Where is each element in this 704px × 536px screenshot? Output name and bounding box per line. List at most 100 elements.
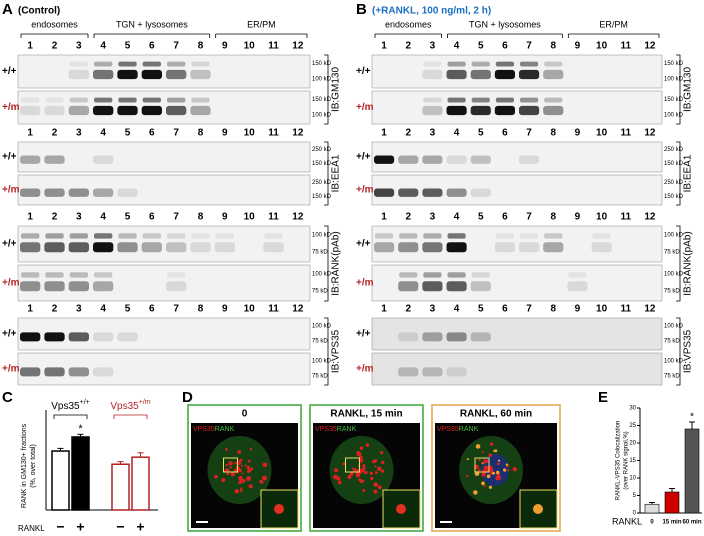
lane-number: 11: [620, 212, 631, 223]
puncta: [488, 485, 493, 489]
lane-number: 4: [100, 41, 106, 52]
lane-number: 1: [381, 128, 387, 139]
lane-number: 7: [173, 212, 179, 223]
marker-label: 150 kD: [312, 97, 332, 103]
puncta: [466, 458, 469, 461]
puncta: [226, 472, 230, 476]
lane-number: 7: [526, 304, 532, 315]
stain-rank: RANK: [459, 426, 479, 433]
genotype-label: +/m: [356, 278, 374, 289]
puncta: [250, 467, 254, 471]
puncta: [481, 450, 484, 454]
marker-label: 75 kD: [312, 288, 328, 294]
blot-band: [166, 105, 187, 116]
annotation: *: [690, 412, 694, 423]
puncta: [502, 468, 507, 472]
puncta: [484, 459, 489, 464]
lane-number: 1: [381, 41, 387, 52]
puncta: [359, 446, 364, 450]
blot-band: [446, 367, 467, 377]
blot-band: [69, 61, 88, 67]
puncta: [497, 459, 501, 462]
blot-band: [166, 242, 187, 253]
blot-strip: [17, 54, 311, 89]
blot-band: [520, 233, 539, 239]
lane-number: 1: [381, 212, 387, 223]
puncta: [496, 474, 500, 478]
blot-band: [399, 272, 418, 278]
puncta: [225, 448, 228, 451]
blot-band: [93, 155, 114, 164]
lane-number: 8: [550, 41, 556, 52]
blot-strip: [371, 264, 663, 302]
blot-band: [167, 233, 186, 239]
panel-title: (Control): [18, 6, 60, 17]
blot-band: [20, 242, 41, 253]
marker-label: 150 kD: [664, 97, 684, 103]
roi-box: [345, 457, 360, 473]
lane-number: 12: [292, 212, 304, 223]
marker-label: 100 kD: [664, 359, 684, 365]
lane-number: 9: [575, 212, 581, 223]
lane-number: 7: [526, 212, 532, 223]
blot-strip: [371, 317, 663, 351]
fraction-group: ER/PM: [247, 19, 276, 29]
genotype-label: +/+: [356, 239, 371, 250]
bar: [131, 456, 150, 511]
blot-strip: [371, 225, 663, 263]
fraction-group: endosomes: [385, 19, 432, 29]
puncta: [244, 464, 247, 467]
lane-number: 4: [454, 41, 460, 52]
lane-number: 1: [27, 128, 33, 139]
blot-band: [93, 281, 114, 292]
blot-band: [69, 233, 88, 239]
blot-band: [398, 188, 419, 197]
blot-band: [44, 367, 65, 377]
marker-label: 75 kD: [312, 374, 328, 380]
blot-band: [592, 233, 611, 239]
antibody-label: IB:EEA1: [683, 154, 694, 192]
lane-number: 6: [502, 212, 508, 223]
antibody-bracket: [324, 54, 329, 125]
lane-number: 2: [405, 128, 411, 139]
puncta: [495, 475, 501, 481]
lane-number: 11: [620, 128, 631, 139]
blot-band: [568, 272, 587, 278]
blot-band: [44, 281, 65, 292]
y-tick-label: 15: [629, 458, 636, 464]
blot-band: [520, 61, 539, 67]
blot-band: [494, 105, 515, 116]
lane-number: 12: [644, 212, 656, 223]
blot-band: [422, 69, 443, 80]
puncta: [377, 485, 382, 490]
marker-label: 100 kD: [312, 76, 332, 82]
blot-band: [495, 97, 514, 103]
panel-letter: C: [2, 389, 13, 406]
lane-number: 2: [52, 41, 58, 52]
marker-label: 100 kD: [664, 76, 684, 82]
lane-number: 1: [27, 41, 33, 52]
puncta: [466, 474, 469, 478]
genotype-label: +/m: [356, 102, 374, 113]
puncta: [247, 459, 251, 463]
puncta: [228, 461, 233, 466]
puncta: [262, 462, 268, 468]
blot-band: [68, 281, 89, 292]
blot-band: [446, 242, 467, 253]
blot-band: [20, 188, 41, 197]
lane-number: 2: [52, 304, 58, 315]
blot-band: [117, 332, 138, 342]
lane-number: 5: [125, 41, 131, 52]
y-tick-label: 25: [629, 423, 636, 429]
blot-band: [167, 61, 186, 67]
marker-label: 100 kD: [312, 324, 332, 330]
lane-number: 6: [502, 304, 508, 315]
y-tick-label: 10: [629, 476, 636, 482]
blot-band: [68, 188, 89, 197]
blot-band: [142, 97, 161, 103]
antibody-label: IB:VPS35: [331, 329, 342, 373]
scale-bar: [196, 521, 208, 523]
lane-number: 11: [268, 212, 279, 223]
blot-strip: [371, 90, 663, 125]
blot-band: [20, 367, 41, 377]
